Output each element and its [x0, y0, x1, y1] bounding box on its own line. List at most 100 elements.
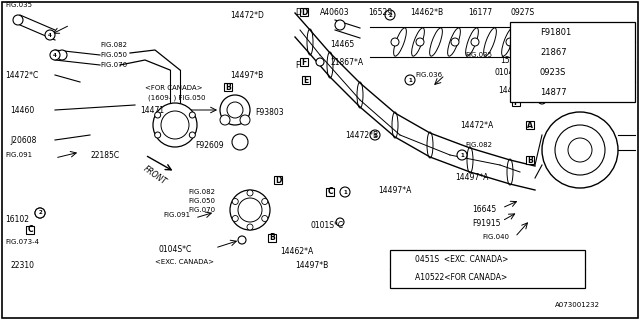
- Circle shape: [13, 15, 23, 25]
- Circle shape: [35, 208, 45, 218]
- Circle shape: [515, 26, 527, 38]
- Text: FIG.036: FIG.036: [415, 72, 442, 78]
- Text: 14471: 14471: [140, 106, 164, 115]
- Text: J20608: J20608: [10, 135, 36, 145]
- Text: 14472*D: 14472*D: [230, 11, 264, 20]
- Circle shape: [161, 111, 189, 139]
- Circle shape: [336, 218, 344, 226]
- Text: D: D: [301, 7, 307, 17]
- Text: 4: 4: [53, 52, 57, 58]
- Text: 14497*B: 14497*B: [230, 70, 263, 79]
- FancyBboxPatch shape: [390, 250, 585, 288]
- Text: 16102: 16102: [5, 215, 29, 225]
- Circle shape: [451, 38, 459, 46]
- Text: 16529: 16529: [368, 7, 392, 17]
- Text: 3: 3: [519, 69, 523, 75]
- FancyBboxPatch shape: [526, 156, 534, 164]
- Text: D: D: [295, 7, 301, 17]
- Text: A073001232: A073001232: [555, 302, 600, 308]
- Text: <FOR CANADA>: <FOR CANADA>: [145, 85, 202, 91]
- Circle shape: [515, 46, 527, 58]
- Text: F91915: F91915: [472, 219, 500, 228]
- Text: 14497*A: 14497*A: [378, 186, 412, 195]
- Text: 16177: 16177: [468, 7, 492, 17]
- Circle shape: [542, 112, 618, 188]
- Text: FIG.050: FIG.050: [100, 52, 127, 58]
- Circle shape: [153, 103, 197, 147]
- Text: 0923S: 0923S: [540, 68, 566, 76]
- Circle shape: [220, 115, 230, 125]
- Circle shape: [404, 273, 414, 283]
- Text: 14497*A: 14497*A: [455, 172, 488, 181]
- Text: FIG.070: FIG.070: [100, 62, 127, 68]
- Text: B: B: [269, 234, 275, 243]
- Circle shape: [238, 236, 246, 244]
- Circle shape: [405, 75, 415, 85]
- FancyBboxPatch shape: [394, 256, 402, 264]
- Circle shape: [189, 132, 195, 138]
- Text: 2: 2: [388, 12, 392, 18]
- Circle shape: [471, 38, 479, 46]
- Text: D: D: [275, 175, 281, 185]
- Text: 1: 1: [519, 29, 523, 35]
- Text: B: B: [527, 156, 533, 164]
- Circle shape: [568, 138, 592, 162]
- Text: 1: 1: [460, 153, 464, 157]
- Text: 14426: 14426: [498, 85, 522, 94]
- Text: 14472*A: 14472*A: [460, 121, 493, 130]
- Text: FIG.073-4: FIG.073-4: [585, 82, 619, 88]
- Text: 0104S*B: 0104S*B: [494, 68, 527, 76]
- Text: 4: 4: [48, 33, 52, 37]
- FancyBboxPatch shape: [510, 22, 635, 102]
- Text: F: F: [513, 98, 518, 107]
- Text: E: E: [303, 76, 308, 84]
- Text: 14465: 14465: [330, 39, 355, 49]
- Text: 0101S*C: 0101S*C: [310, 220, 343, 229]
- Circle shape: [247, 190, 253, 196]
- Text: 14877: 14877: [540, 87, 566, 97]
- Text: F93803: F93803: [255, 108, 284, 116]
- Circle shape: [385, 10, 395, 20]
- Circle shape: [50, 50, 60, 60]
- Text: 22185C: 22185C: [90, 150, 119, 159]
- Circle shape: [340, 187, 350, 197]
- FancyBboxPatch shape: [512, 98, 520, 106]
- Text: FIG.035: FIG.035: [465, 52, 492, 58]
- FancyBboxPatch shape: [26, 226, 34, 234]
- Text: A10522<FOR CANADA>: A10522<FOR CANADA>: [415, 274, 508, 283]
- Text: 14472*C: 14472*C: [5, 70, 38, 79]
- FancyBboxPatch shape: [268, 234, 276, 242]
- Circle shape: [189, 112, 195, 118]
- Circle shape: [35, 208, 45, 218]
- Text: FIG.035: FIG.035: [5, 2, 32, 8]
- Circle shape: [262, 215, 268, 221]
- Text: 22310: 22310: [10, 260, 34, 269]
- Text: 14460: 14460: [10, 106, 35, 115]
- Text: A40603: A40603: [320, 7, 349, 17]
- Text: FIG.040: FIG.040: [482, 234, 509, 240]
- Text: F: F: [295, 60, 300, 69]
- Text: 4: 4: [519, 90, 523, 94]
- Text: 14497*B: 14497*B: [295, 260, 328, 269]
- Circle shape: [506, 38, 514, 46]
- FancyBboxPatch shape: [300, 58, 308, 66]
- Circle shape: [240, 115, 250, 125]
- Circle shape: [538, 96, 546, 104]
- Circle shape: [335, 20, 345, 30]
- Text: 5: 5: [407, 276, 411, 281]
- FancyBboxPatch shape: [326, 188, 334, 196]
- Text: B: B: [225, 83, 231, 92]
- Circle shape: [230, 190, 270, 230]
- Text: A: A: [527, 121, 533, 130]
- Text: FIG.091: FIG.091: [5, 152, 32, 158]
- Circle shape: [227, 102, 243, 118]
- Circle shape: [370, 130, 380, 140]
- Text: 1: 1: [408, 77, 412, 83]
- Text: 14462*B: 14462*B: [410, 7, 443, 17]
- FancyBboxPatch shape: [224, 83, 232, 91]
- Text: 0104S*C: 0104S*C: [158, 245, 191, 254]
- Circle shape: [45, 30, 55, 40]
- Circle shape: [262, 198, 268, 204]
- Circle shape: [416, 38, 424, 46]
- Text: FIG.091: FIG.091: [163, 212, 190, 218]
